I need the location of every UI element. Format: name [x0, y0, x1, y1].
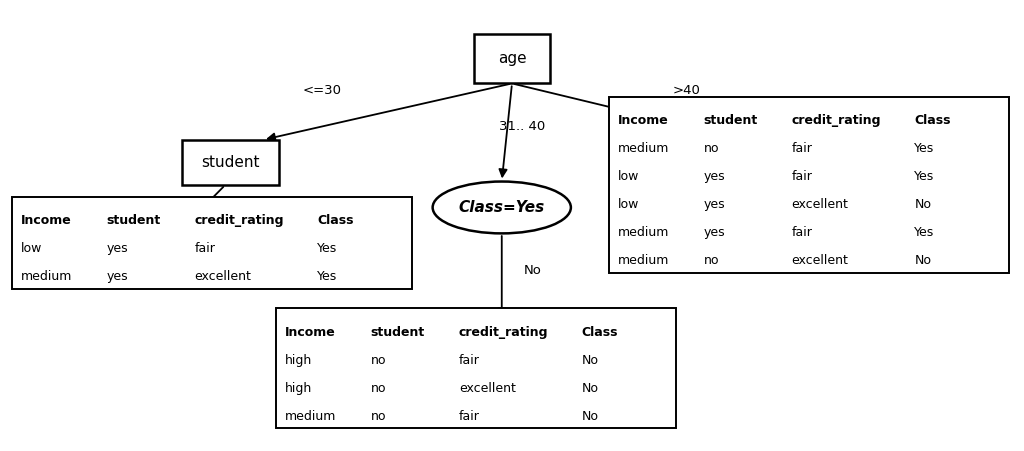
Text: student: student: [371, 326, 425, 339]
Text: Yes: Yes: [317, 270, 338, 283]
Text: Income: Income: [617, 114, 669, 127]
Text: low: low: [617, 170, 639, 183]
Text: fair: fair: [792, 142, 812, 155]
Text: Income: Income: [285, 326, 336, 339]
Text: excellent: excellent: [792, 198, 849, 211]
Text: No: No: [914, 198, 932, 211]
Text: yes: yes: [703, 170, 725, 183]
Text: yes: yes: [703, 226, 725, 239]
Text: medium: medium: [285, 410, 336, 423]
Text: No: No: [582, 382, 599, 395]
Text: No: No: [523, 264, 542, 277]
Text: no: no: [371, 382, 386, 395]
Text: medium: medium: [617, 226, 669, 239]
Bar: [276, 308, 676, 428]
Text: Yes: Yes: [118, 197, 138, 209]
Text: no: no: [703, 142, 719, 155]
Text: age: age: [498, 51, 526, 66]
Text: student: student: [703, 114, 758, 127]
Bar: [609, 97, 1009, 273]
Text: No: No: [582, 354, 599, 367]
Text: student: student: [201, 155, 260, 170]
Text: excellent: excellent: [195, 270, 252, 283]
Text: Yes: Yes: [914, 226, 935, 239]
Text: No: No: [914, 254, 932, 267]
Bar: [182, 140, 279, 185]
Text: student: student: [106, 214, 161, 227]
Text: yes: yes: [106, 242, 128, 255]
Text: Class=Yes: Class=Yes: [459, 200, 545, 215]
Text: fair: fair: [195, 242, 215, 255]
Text: fair: fair: [459, 354, 479, 367]
Text: Yes: Yes: [317, 242, 338, 255]
Text: yes: yes: [106, 270, 128, 283]
Text: yes: yes: [703, 198, 725, 211]
Text: excellent: excellent: [792, 254, 849, 267]
Text: credit_rating: credit_rating: [195, 214, 284, 227]
Text: high: high: [285, 382, 312, 395]
Text: <=30: <=30: [303, 84, 342, 97]
Text: >40: >40: [672, 84, 700, 97]
Text: no: no: [371, 354, 386, 367]
Text: Class: Class: [582, 326, 618, 339]
Text: medium: medium: [617, 142, 669, 155]
Text: fair: fair: [459, 410, 479, 423]
Text: Class: Class: [317, 214, 354, 227]
Ellipse shape: [432, 181, 571, 234]
Text: 31.. 40: 31.. 40: [499, 120, 546, 133]
Text: low: low: [617, 198, 639, 211]
Text: credit_rating: credit_rating: [459, 326, 548, 339]
Text: excellent: excellent: [459, 382, 516, 395]
Text: No: No: [582, 410, 599, 423]
Text: low: low: [20, 242, 42, 255]
Text: Class: Class: [914, 114, 951, 127]
Text: no: no: [371, 410, 386, 423]
Text: fair: fair: [792, 170, 812, 183]
Text: no: no: [703, 254, 719, 267]
Text: high: high: [285, 354, 312, 367]
Text: fair: fair: [792, 226, 812, 239]
Text: Income: Income: [20, 214, 72, 227]
Bar: [12, 197, 412, 289]
Bar: [473, 34, 551, 83]
Text: medium: medium: [617, 254, 669, 267]
Text: Yes: Yes: [914, 142, 935, 155]
Text: medium: medium: [20, 270, 72, 283]
Text: Yes: Yes: [914, 170, 935, 183]
Text: credit_rating: credit_rating: [792, 114, 881, 127]
